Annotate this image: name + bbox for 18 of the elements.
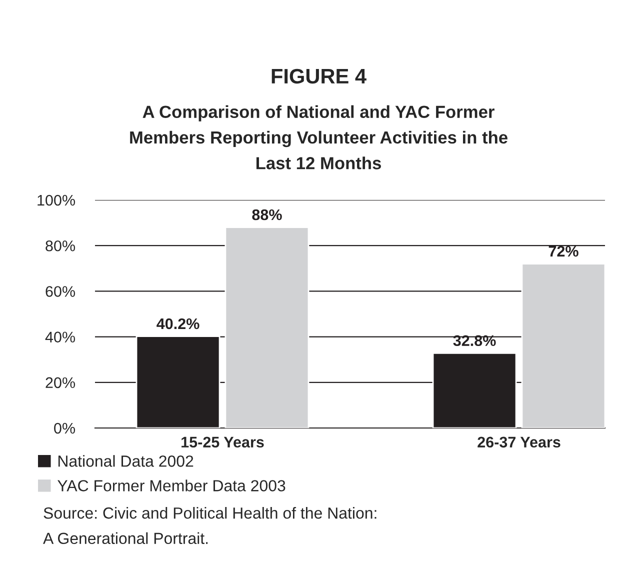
- x-tick-label: 26-37 Years: [478, 436, 560, 448]
- y-tick-label: 40%: [45, 332, 76, 342]
- data-label: 40.2%: [156, 318, 200, 330]
- chart-subtitle: A Comparison of National and YAC Former Members Reporting Volunteer Activities in the Last 12 Months: [130, 105, 508, 170]
- data-label: 88%: [252, 209, 282, 220]
- legend-label: National Data 2002: [58, 455, 194, 467]
- y-tick-label: 0%: [54, 422, 76, 434]
- source-note: Source: Civic and Political Health of the Nation: A Generational Portrait.: [43, 507, 376, 544]
- x-tick-label: 15-25 Years: [182, 436, 264, 448]
- y-tick-label: 60%: [46, 286, 76, 297]
- bar: [224, 226, 310, 428]
- bar: [521, 263, 605, 428]
- legend-label: YAC Former Member Data 2003: [58, 480, 286, 492]
- y-tick-label: 20%: [46, 377, 76, 388]
- y-tick-label: 100%: [38, 194, 76, 206]
- y-tick-label: 80%: [46, 240, 76, 252]
- data-label: 72%: [548, 246, 578, 257]
- chart-title: FIGURE 4: [272, 68, 366, 84]
